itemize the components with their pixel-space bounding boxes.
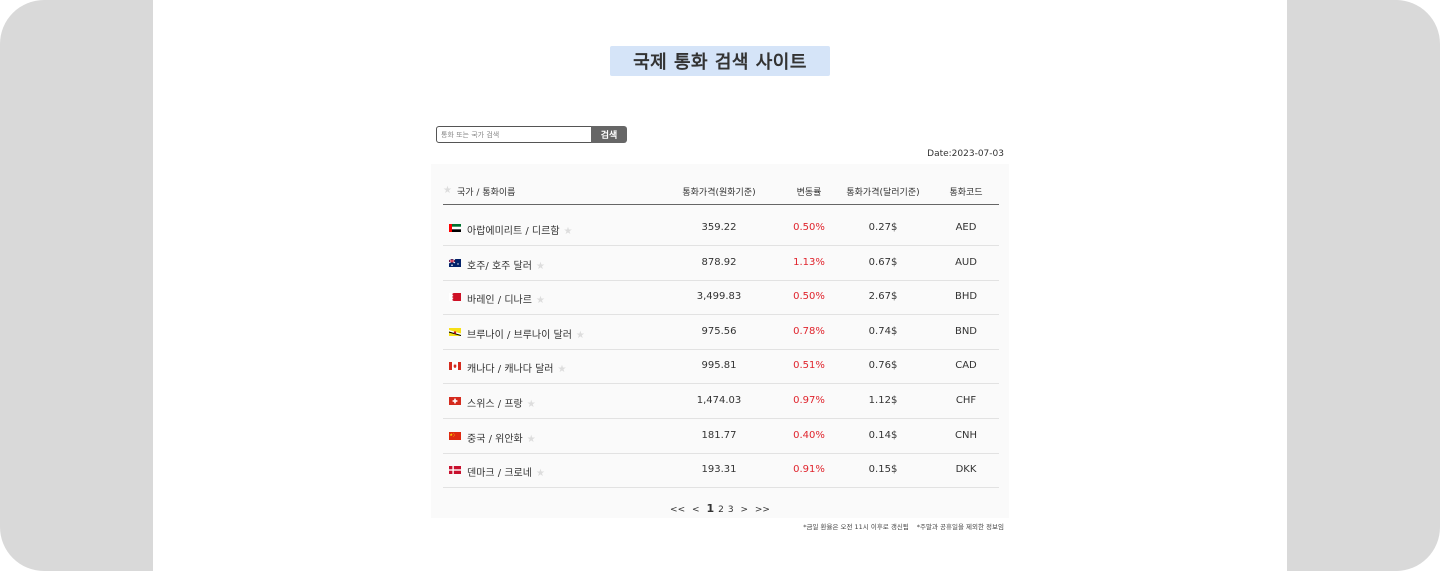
search-button[interactable]: 검색 — [591, 126, 627, 143]
currency-name: 덴마크 / 크로네 ★ — [467, 464, 545, 479]
currency-name-text: 캐나다 / 캐나다 달러 — [467, 364, 554, 376]
header-name: 국가 / 통화이름 — [457, 188, 516, 198]
search-input[interactable] — [436, 126, 592, 143]
change-rate: 0.50% — [793, 222, 825, 233]
change-rate: 0.51% — [793, 360, 825, 372]
currency-code: AUD — [955, 256, 977, 268]
page-link-3[interactable]: 3 — [727, 505, 734, 515]
krw-price: 995.81 — [701, 360, 737, 372]
currency-code: BND — [954, 325, 978, 337]
usd-price: 0.14$ — [868, 429, 898, 441]
currency-name-text: 바레인 / 디나르 — [467, 295, 532, 307]
table-header: ★ 국가 / 통화이름 통화가격(원화기준) 변동률 통화가격(달러기준) 통화… — [443, 178, 999, 205]
footnotes: *금일 환율은 오전 11시 이후로 갱신됨 *주말과 공휴일을 제외한 정보임 — [713, 521, 1004, 531]
star-icon[interactable]: ★ — [575, 329, 585, 341]
usd-price: 0.74$ — [868, 325, 898, 337]
canada-flag-icon — [449, 362, 461, 371]
currency-code: BHD — [954, 291, 978, 303]
table-row[interactable]: 브루나이 / 브루나이 달러 ★ 975.56 0.78% 0.74$ BND — [443, 315, 999, 350]
star-icon[interactable]: ★ — [535, 468, 545, 480]
usd-price: 0.76$ — [868, 360, 898, 372]
bahrain-flag-icon — [449, 293, 461, 302]
table-row[interactable]: 덴마크 / 크로네 ★ 193.31 0.91% 0.15$ DKK — [443, 453, 999, 489]
krw-price: 975.56 — [701, 325, 737, 337]
currency-name: 브루나이 / 브루나이 달러 ★ — [467, 326, 585, 341]
prev-page-button[interactable]: < — [692, 505, 700, 515]
usd-price: 1.12$ — [868, 395, 898, 406]
currency-code: DKK — [955, 464, 977, 476]
krw-price: 878.92 — [701, 256, 737, 268]
krw-price: 193.31 — [701, 464, 737, 476]
page: 국제 통화 검색 사이트 검색 Date:2023-07-03 ★ 국가 / 통… — [153, 0, 1287, 571]
star-icon[interactable]: ★ — [526, 399, 536, 410]
header-code: 통화코드 — [949, 188, 983, 198]
next-page-button[interactable]: > — [740, 505, 748, 515]
currency-name: 호주/ 호주 달러 ★ — [467, 257, 545, 272]
currency-name-text: 호주/ 호주 달러 — [467, 260, 532, 272]
change-rate: 1.13% — [793, 256, 825, 268]
change-rate: 0.78% — [793, 325, 825, 337]
star-icon[interactable]: ★ — [557, 364, 567, 376]
currency-name: 중국 / 위안화 ★ — [467, 430, 536, 445]
table-row[interactable]: 아랍에미리트 / 디르함 ★ 359.22 0.50% 0.27$ AED — [443, 211, 999, 246]
currency-name-text: 브루나이 / 브루나이 달러 — [467, 329, 572, 341]
header-krw-price: 통화가격(원화기준) — [682, 188, 756, 198]
last-page-button[interactable]: >> — [754, 505, 770, 515]
switzerland-flag-icon — [449, 397, 461, 405]
currency-name-text: 아랍에미리트 / 디르함 — [467, 226, 560, 237]
currency-name: 바레인 / 디나르 ★ — [467, 291, 545, 306]
currency-name-text: 중국 / 위안화 — [467, 433, 523, 445]
currency-table-panel: ★ 국가 / 통화이름 통화가격(원화기준) 변동률 통화가격(달러기준) 통화… — [431, 164, 1009, 518]
australia-flag-icon — [449, 258, 461, 267]
currency-code: CHF — [955, 395, 977, 406]
uae-flag-icon — [449, 224, 461, 232]
change-rate: 0.91% — [793, 464, 825, 476]
currency-code: CNH — [955, 429, 977, 441]
change-rate: 0.97% — [793, 395, 825, 406]
currency-code: AED — [955, 222, 977, 233]
krw-price: 359.22 — [701, 222, 737, 233]
table-row[interactable]: 중국 / 위안화 ★ 181.77 0.40% 0.14$ CNH — [443, 419, 999, 454]
krw-price: 3,499.83 — [696, 291, 742, 303]
currency-name-text: 덴마크 / 크로네 — [467, 468, 532, 480]
china-flag-icon — [449, 431, 461, 440]
table-row[interactable]: 호주/ 호주 달러 ★ 878.92 1.13% 0.67$ AUD — [443, 246, 999, 281]
denmark-flag-icon — [449, 466, 461, 475]
table-row[interactable]: 스위스 / 프랑 ★ 1,474.03 0.97% 1.12$ CHF — [443, 384, 999, 419]
currency-name-text: 스위스 / 프랑 — [467, 399, 523, 410]
star-icon[interactable]: ★ — [563, 226, 573, 237]
header-change: 변동률 — [796, 188, 822, 198]
footnote-update-time: *금일 환율은 오전 11시 이후로 갱신됨 — [803, 523, 909, 531]
footnote-weekend: *주말과 공휴일을 제외한 정보임 — [916, 523, 1004, 531]
currency-name: 캐나다 / 캐나다 달러 ★ — [467, 360, 566, 375]
change-rate: 0.50% — [793, 291, 825, 303]
krw-price: 1,474.03 — [696, 395, 742, 406]
date-label: Date:2023-07-03 — [927, 149, 1004, 159]
page-link-1[interactable]: 1 — [706, 502, 715, 515]
page-title: 국제 통화 검색 사이트 — [610, 46, 830, 76]
currency-name: 스위스 / 프랑 ★ — [467, 395, 536, 410]
header-usd-price: 통화가격(달러기준) — [846, 188, 920, 198]
star-icon[interactable]: ★ — [443, 185, 452, 196]
first-page-button[interactable]: << — [670, 505, 686, 515]
usd-price: 0.27$ — [868, 222, 898, 233]
brunei-flag-icon — [449, 327, 461, 336]
table-row[interactable]: 캐나다 / 캐나다 달러 ★ 995.81 0.51% 0.76$ CAD — [443, 349, 999, 385]
change-rate: 0.40% — [793, 429, 825, 441]
usd-price: 0.67$ — [868, 256, 898, 268]
currency-code: CAD — [955, 360, 977, 372]
krw-price: 181.77 — [701, 429, 737, 441]
currency-name: 아랍에미리트 / 디르함 ★ — [467, 222, 573, 237]
usd-price: 2.67$ — [868, 291, 898, 303]
star-icon[interactable]: ★ — [526, 433, 536, 445]
star-icon[interactable]: ★ — [535, 295, 545, 307]
page-link-2[interactable]: 2 — [718, 505, 724, 515]
table-row[interactable]: 바레인 / 디나르 ★ 3,499.83 0.50% 2.67$ BHD — [443, 280, 999, 316]
usd-price: 0.15$ — [868, 464, 898, 476]
star-icon[interactable]: ★ — [535, 260, 545, 272]
